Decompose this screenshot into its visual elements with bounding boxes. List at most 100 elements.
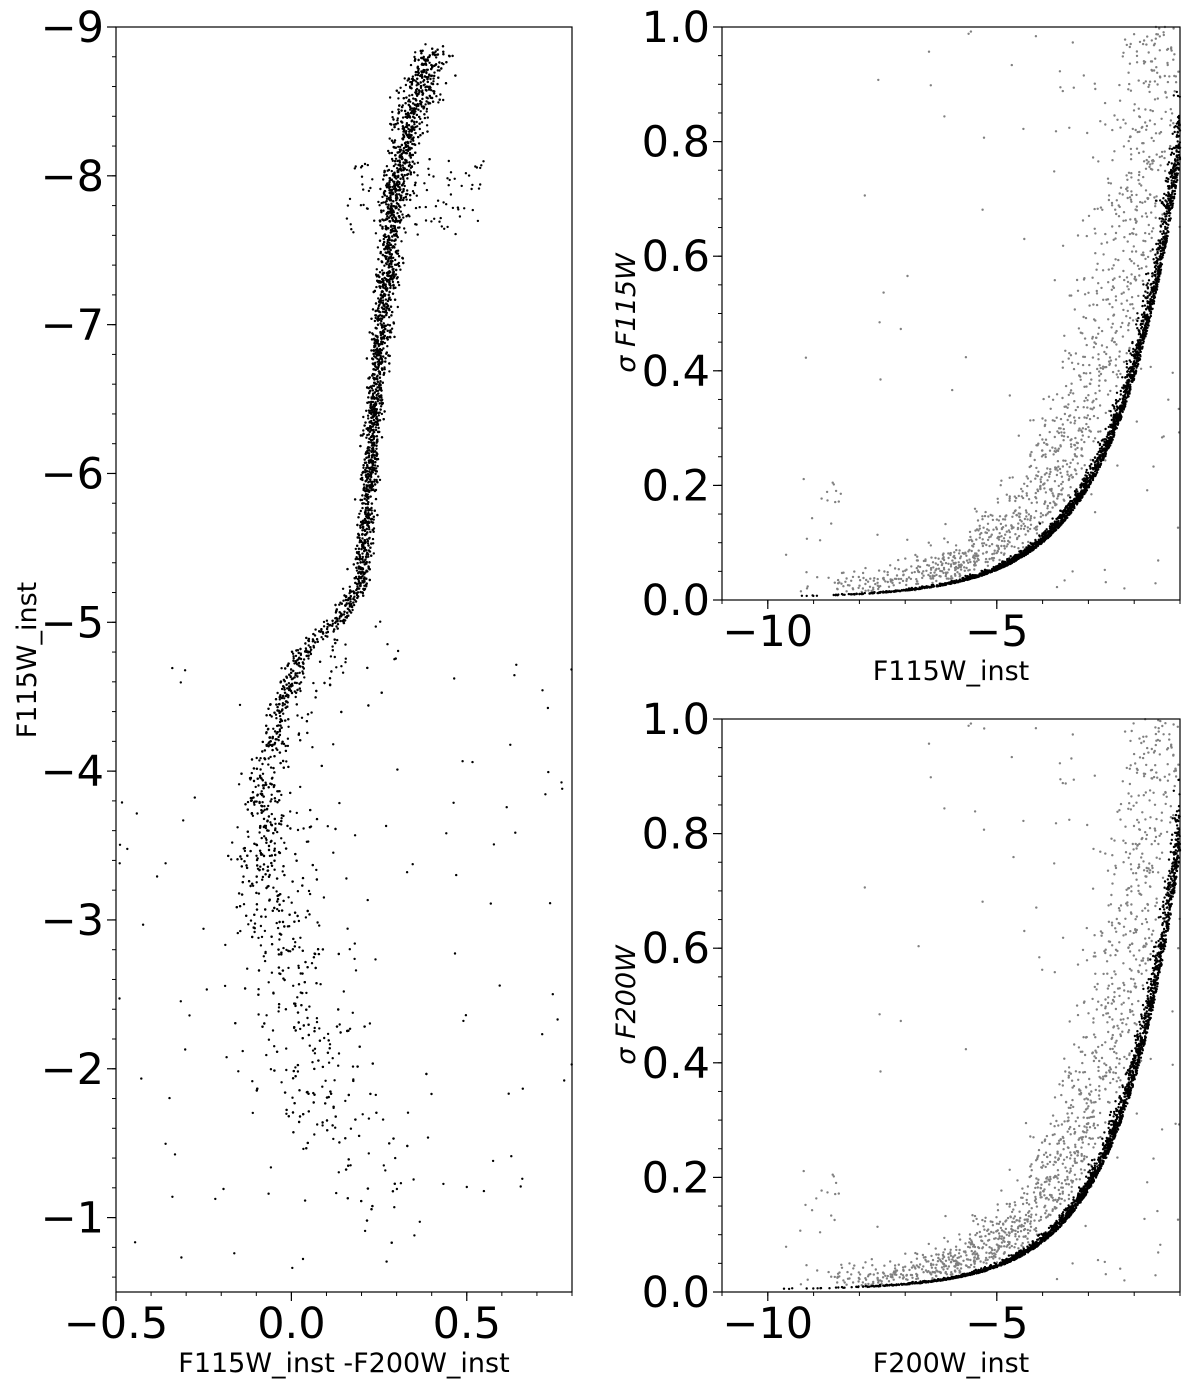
cmd-star-point (293, 920, 296, 923)
cmd-star-point (439, 93, 442, 96)
gray-point (957, 561, 960, 564)
cmd-field-star-point (556, 1018, 559, 1021)
gray-point (1135, 50, 1139, 53)
cmd-star-point (367, 555, 370, 558)
cmd-star-point (388, 137, 391, 140)
cmd-star-point (270, 798, 273, 801)
cmd-star-point (398, 204, 401, 208)
gray-point (1053, 435, 1057, 439)
cmd-star-point (277, 851, 281, 854)
cmd-star-point (385, 184, 388, 187)
cmd-star-point (369, 495, 372, 498)
cmd-star-point (439, 216, 442, 220)
cmd-star-point (370, 317, 373, 320)
cmd-star-point (351, 1065, 355, 1068)
cmd-field-star-point (548, 902, 552, 905)
cmd-star-point (306, 1016, 309, 1020)
cmd-star-point (284, 749, 288, 753)
cmd-star-point (383, 341, 386, 345)
cmd-field-star-point (311, 1049, 315, 1052)
cmd-star-point (321, 1065, 325, 1069)
cmd-star-point (354, 1118, 357, 1121)
cmd-star-point (400, 143, 404, 147)
cmd-star-point (293, 1026, 296, 1029)
cmd-star-point (374, 467, 378, 470)
gray-point (916, 555, 919, 558)
cmd-star-point (234, 1022, 237, 1025)
gray-point (869, 577, 872, 580)
gray-point (1087, 291, 1090, 294)
cmd-star-point (313, 1133, 316, 1136)
cmd-field-star-point (179, 681, 182, 684)
cmd-star-point (368, 446, 371, 449)
cmd-star-point (378, 361, 381, 364)
cmd-star-point (279, 680, 283, 683)
cmd-star-point (397, 127, 400, 131)
gray-point (1122, 118, 1125, 122)
cmd-star-point (236, 931, 239, 935)
gray-point (1020, 520, 1023, 523)
cmd-star-point (349, 1164, 352, 1167)
gray-point (1129, 42, 1132, 46)
cmd-star-point (294, 941, 297, 944)
cmd-x-ticks: −0.5 0.0 0.5 (64, 1292, 573, 1349)
cmd-star-point (272, 727, 275, 730)
cmd-star-point (362, 483, 366, 486)
cmd-star-point (391, 185, 394, 189)
cmd-field-star-point (164, 1142, 167, 1146)
gray-point (1033, 516, 1036, 519)
cmd-star-point (424, 103, 427, 106)
cmd-star-point (408, 169, 411, 172)
cmd-star-point (311, 1061, 314, 1064)
cmd-star-point (381, 332, 384, 335)
cmd-star-point (384, 298, 388, 301)
cmd-star-point (296, 1070, 300, 1073)
cmd-star-point (340, 710, 343, 714)
gray-point (1142, 62, 1146, 65)
cmd-star-point (360, 1199, 363, 1203)
cmd-star-point (373, 381, 376, 384)
cmd-star-point (371, 372, 375, 376)
cmd-star-point (302, 1147, 305, 1151)
cmd-star-point (309, 652, 313, 656)
cmd-star-point (392, 164, 396, 168)
gray-point (1101, 269, 1105, 272)
cmd-star-point (376, 400, 379, 403)
gray-point (1145, 215, 1149, 218)
cmd-star-point (437, 76, 440, 79)
cmd-star-point (270, 793, 273, 796)
gray-point (1126, 280, 1130, 284)
gray-point (992, 559, 995, 562)
cmd-star-point (382, 201, 385, 204)
cmd-star-point (313, 1052, 317, 1055)
gray-point (1152, 139, 1155, 143)
cmd-star-point (399, 210, 402, 213)
cmd-star-point (374, 625, 377, 628)
cmd-star-point (371, 389, 375, 392)
cmd-star-point (270, 854, 273, 857)
cmd-star-point (251, 791, 255, 794)
cmd-star-point (325, 1119, 329, 1122)
cmd-star-point (348, 609, 351, 613)
cmd-star-point (267, 745, 270, 748)
cmd-star-point (270, 824, 274, 827)
cmd-star-point (270, 971, 274, 974)
cmd-y-axis-label: F115W_inst (12, 582, 43, 739)
cmd-star-point (386, 304, 390, 307)
cmd-star-point (357, 516, 360, 519)
cmd-star-point (331, 622, 335, 625)
cmd-star-point (274, 853, 277, 857)
cmd-star-point (336, 620, 339, 623)
gray-point (1008, 530, 1011, 534)
cmd-star-point (370, 520, 373, 523)
cmd-star-point (318, 924, 321, 927)
cmd-field-star-point (353, 957, 356, 961)
cmd-star-point (370, 456, 374, 459)
cmd-star-point (387, 293, 390, 297)
cmd-star-point (374, 428, 378, 432)
cmd-star-point (366, 666, 369, 670)
cmd-star-point (382, 418, 385, 421)
cmd-star-point (396, 170, 399, 174)
cmd-star-point (444, 82, 448, 85)
gray-point (1068, 126, 1071, 129)
